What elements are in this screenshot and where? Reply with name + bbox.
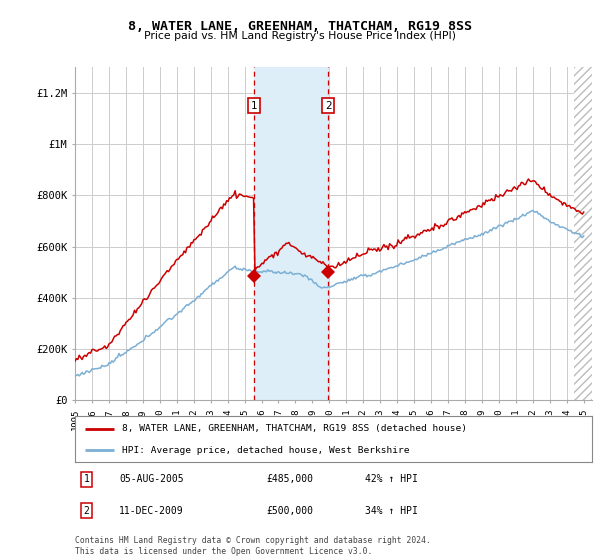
Bar bbox=[254, 67, 328, 400]
Text: £500,000: £500,000 bbox=[266, 506, 313, 516]
Text: 8, WATER LANE, GREENHAM, THATCHAM, RG19 8SS: 8, WATER LANE, GREENHAM, THATCHAM, RG19 … bbox=[128, 20, 472, 32]
Text: £485,000: £485,000 bbox=[266, 474, 313, 484]
Text: Price paid vs. HM Land Registry's House Price Index (HPI): Price paid vs. HM Land Registry's House … bbox=[144, 31, 456, 41]
Text: 2: 2 bbox=[83, 506, 89, 516]
Text: 1: 1 bbox=[83, 474, 89, 484]
Text: Contains HM Land Registry data © Crown copyright and database right 2024.
This d: Contains HM Land Registry data © Crown c… bbox=[75, 536, 431, 556]
Text: 05-AUG-2005: 05-AUG-2005 bbox=[119, 474, 184, 484]
Bar bbox=[574, 67, 592, 400]
Text: HPI: Average price, detached house, West Berkshire: HPI: Average price, detached house, West… bbox=[122, 446, 409, 455]
Text: 2: 2 bbox=[325, 101, 332, 111]
Text: 34% ↑ HPI: 34% ↑ HPI bbox=[365, 506, 418, 516]
Text: 8, WATER LANE, GREENHAM, THATCHAM, RG19 8SS (detached house): 8, WATER LANE, GREENHAM, THATCHAM, RG19 … bbox=[122, 424, 467, 433]
Text: 1: 1 bbox=[251, 101, 258, 111]
Text: 42% ↑ HPI: 42% ↑ HPI bbox=[365, 474, 418, 484]
Text: 11-DEC-2009: 11-DEC-2009 bbox=[119, 506, 184, 516]
